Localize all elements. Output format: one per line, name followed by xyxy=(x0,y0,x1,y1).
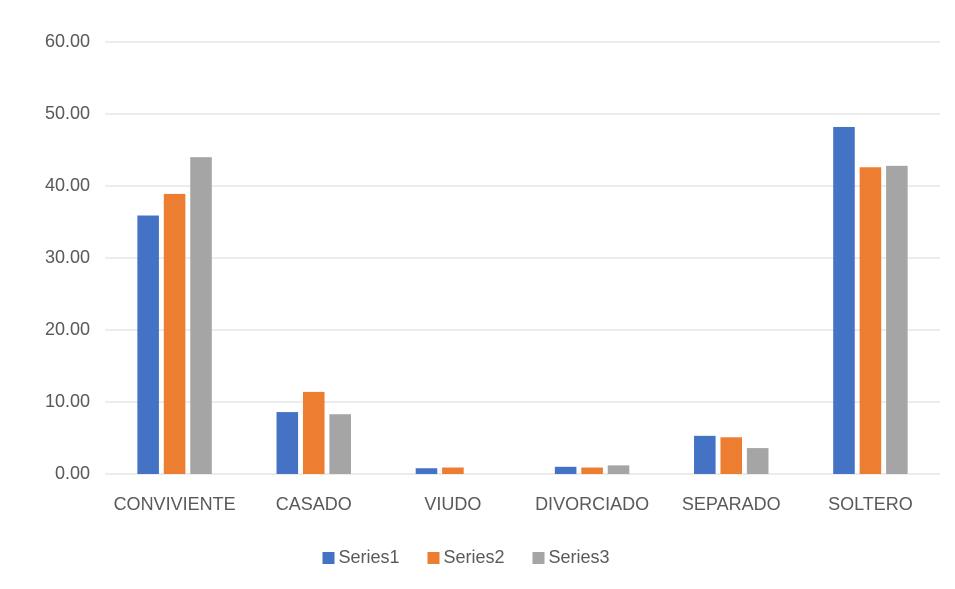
y-tick-label: 30.00 xyxy=(45,247,90,267)
bar xyxy=(137,215,159,474)
y-tick-label: 50.00 xyxy=(45,103,90,123)
bar xyxy=(886,165,908,474)
y-tick-label: 20.00 xyxy=(45,319,90,339)
bar xyxy=(720,437,743,474)
bar xyxy=(415,468,438,474)
legend-swatch xyxy=(322,552,335,564)
bar xyxy=(276,412,299,474)
x-tick-label: CASADO xyxy=(276,494,352,514)
legend-label: Series1 xyxy=(339,547,400,567)
bar xyxy=(833,126,855,475)
y-tick-label: 60.00 xyxy=(45,31,90,51)
bar xyxy=(607,465,630,474)
y-tick-label: 0.00 xyxy=(55,463,90,483)
bar xyxy=(746,448,769,474)
bar xyxy=(554,466,577,474)
bar xyxy=(442,467,464,474)
legend-label: Series3 xyxy=(549,547,610,567)
bar xyxy=(163,193,186,475)
y-tick-label: 10.00 xyxy=(45,391,90,411)
x-tick-label: DIVORCIADO xyxy=(535,494,649,514)
bar xyxy=(581,467,603,474)
bar xyxy=(190,157,212,474)
legend-label: Series2 xyxy=(444,547,505,567)
bar xyxy=(329,414,351,474)
bar xyxy=(859,167,882,474)
legend-swatch xyxy=(427,552,440,564)
x-tick-label: VIUDO xyxy=(424,494,481,514)
bar xyxy=(694,435,716,474)
legend-swatch xyxy=(532,552,545,564)
bar xyxy=(302,391,325,474)
x-tick-label: CONVIVIENTE xyxy=(114,494,236,514)
x-tick-label: SOLTERO xyxy=(828,494,913,514)
y-tick-label: 40.00 xyxy=(45,175,90,195)
x-tick-label: SEPARADO xyxy=(682,494,781,514)
